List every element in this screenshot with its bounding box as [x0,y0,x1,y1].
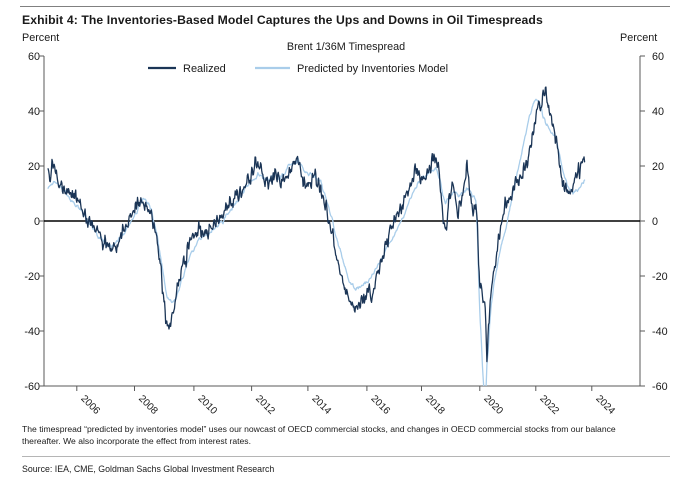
svg-text:2018: 2018 [423,393,447,417]
svg-text:2024: 2024 [593,393,617,417]
svg-text:-60: -60 [24,381,40,393]
svg-text:-40: -40 [24,326,40,338]
svg-text:40: 40 [652,106,664,118]
svg-text:2020: 2020 [481,393,505,417]
svg-text:2022: 2022 [537,393,561,417]
svg-text:60: 60 [652,51,664,63]
svg-text:Predicted by Inventories Model: Predicted by Inventories Model [297,63,448,75]
svg-text:-60: -60 [652,381,668,393]
svg-text:-40: -40 [652,326,668,338]
svg-text:40: 40 [28,106,40,118]
svg-text:Realized: Realized [183,63,226,75]
svg-text:20: 20 [652,161,664,173]
svg-text:2016: 2016 [368,393,392,417]
svg-text:2006: 2006 [78,393,102,417]
svg-text:2010: 2010 [195,393,219,417]
svg-text:60: 60 [28,51,40,63]
svg-text:2014: 2014 [309,393,333,417]
svg-text:20: 20 [28,161,40,173]
svg-text:0: 0 [652,216,658,228]
svg-text:-20: -20 [652,271,668,283]
svg-text:0: 0 [34,216,40,228]
svg-text:2008: 2008 [136,393,160,417]
svg-text:2012: 2012 [253,393,277,417]
svg-text:-20: -20 [24,271,40,283]
